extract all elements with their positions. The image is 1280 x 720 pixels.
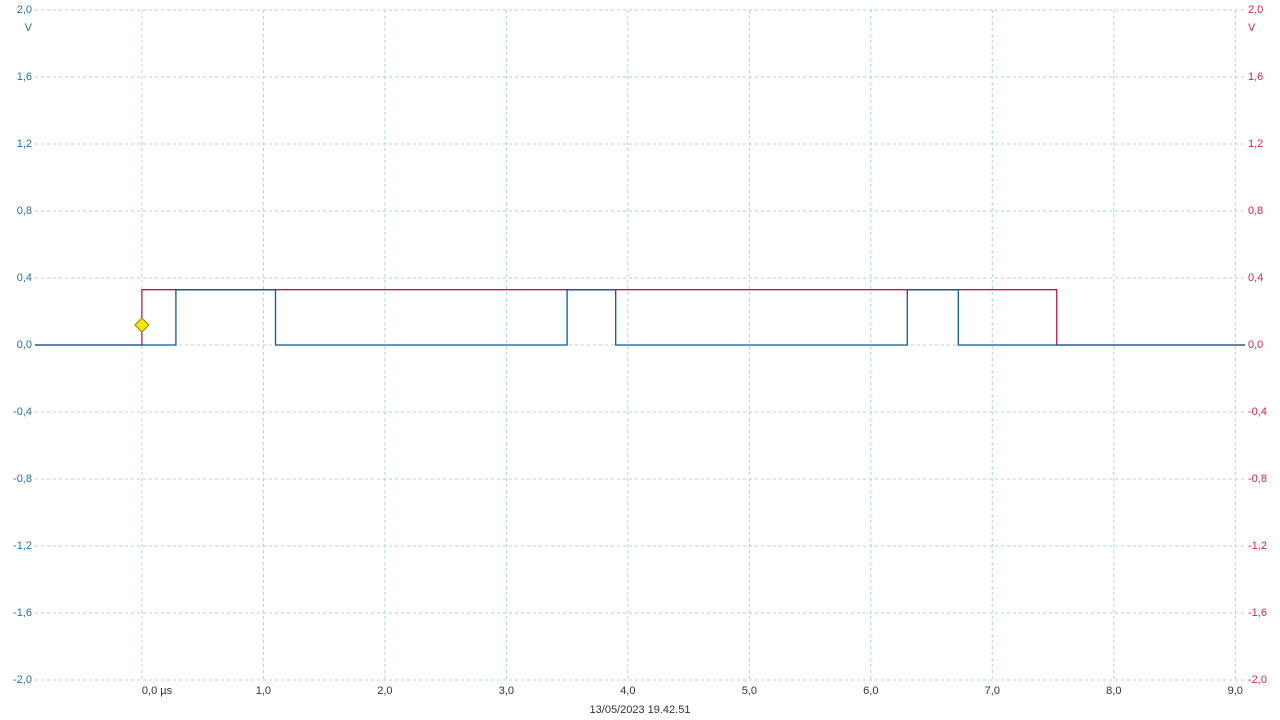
y2-unit: V [1248, 22, 1256, 34]
x-tick-label: 6,0 [863, 685, 878, 697]
x-tick-label: 8,0 [1106, 685, 1121, 697]
x-tick-label: 9,0 [1228, 685, 1243, 697]
y-tick-label: 0,4 [17, 272, 32, 284]
x-tick-label: 1,0 [256, 685, 271, 697]
y2-tick-label: -1,6 [1248, 607, 1267, 619]
x-tick-label: 7,0 [985, 685, 1000, 697]
y-tick-label: -1,6 [13, 607, 32, 619]
y2-tick-label: 2,0 [1248, 4, 1263, 16]
y2-tick-label: 1,6 [1248, 71, 1263, 83]
y-unit: V [25, 22, 33, 34]
y2-tick-label: 0,4 [1248, 272, 1263, 284]
x-tick-label: 0,0 µs [142, 685, 173, 697]
trigger-marker [134, 317, 150, 333]
y-tick-label: 2,0 [17, 4, 32, 16]
y-tick-label: -0,4 [13, 406, 32, 418]
y2-tick-label: -2,0 [1248, 674, 1267, 686]
y2-tick-label: 0,0 [1248, 339, 1263, 351]
trace [35, 289, 1245, 346]
x-tick-label: 5,0 [742, 685, 757, 697]
x-tick-label: 4,0 [620, 685, 635, 697]
y2-tick-label: -0,4 [1248, 406, 1267, 418]
x-tick-label: 3,0 [499, 685, 514, 697]
y2-tick-label: 0,8 [1248, 205, 1263, 217]
x-tick-label: 2,0 [377, 685, 392, 697]
timestamp: 13/05/2023 19.42.51 [590, 704, 691, 716]
y-tick-label: 0,0 [17, 339, 32, 351]
y-tick-label: -0,8 [13, 473, 32, 485]
y2-tick-label: -0,8 [1248, 473, 1267, 485]
y2-tick-label: 1,2 [1248, 138, 1263, 150]
y-tick-label: 1,2 [17, 138, 32, 150]
trace [35, 289, 1245, 346]
y-tick-label: -1,2 [13, 540, 32, 552]
y2-tick-label: -1,2 [1248, 540, 1267, 552]
y-tick-label: 0,8 [17, 205, 32, 217]
y-tick-label: -2,0 [13, 674, 32, 686]
y-tick-label: 1,6 [17, 71, 32, 83]
